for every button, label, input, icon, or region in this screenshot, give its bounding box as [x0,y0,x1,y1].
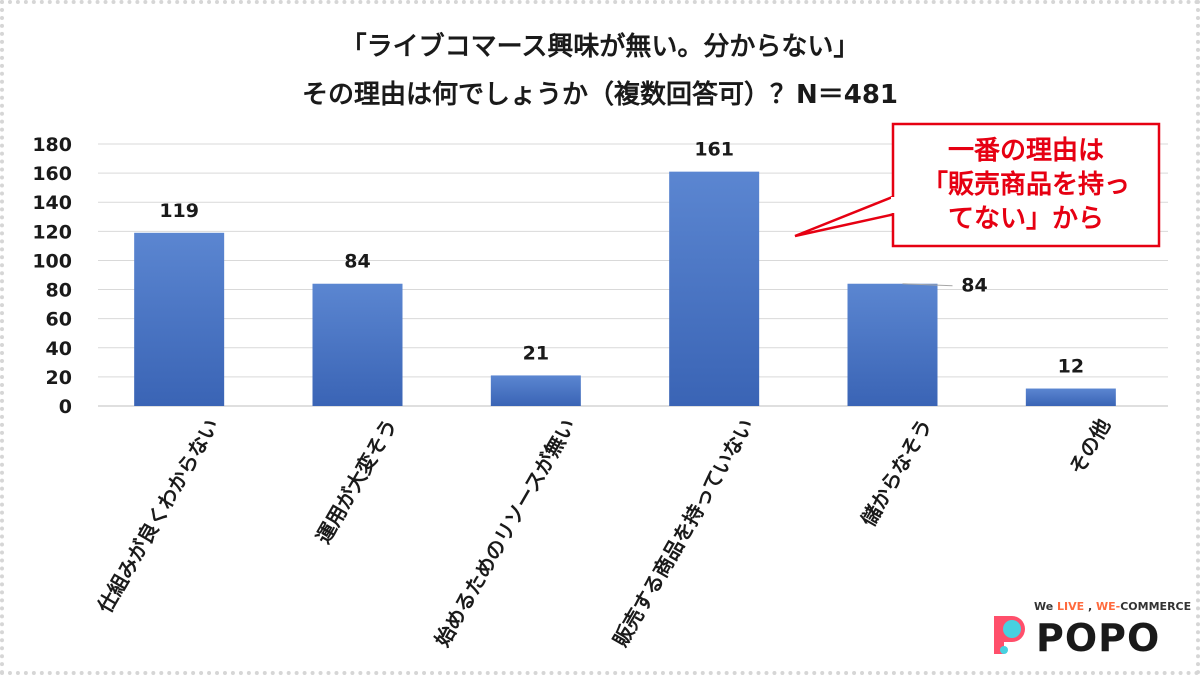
bar [312,283,403,406]
y-tick-label: 0 [59,396,72,418]
y-axis-ticks: 0 20 40 60 80 100 120 140 160 180 [32,134,72,418]
tagline-mid: , [1084,600,1097,613]
tagline-live: LIVE [1057,600,1085,613]
bar [847,283,938,406]
bar [1025,388,1116,406]
data-label: 84 [961,275,987,297]
bar [669,171,760,406]
y-tick-label: 80 [46,280,72,302]
data-label: 84 [344,251,370,273]
gridlines [98,143,1168,407]
category-label: 販売する商品を持っていない [608,415,758,651]
data-label: 21 [523,342,549,364]
category-label: 始めるためのリソースが無い [430,415,580,651]
data-label: 161 [694,139,734,161]
brand-tagline: We LIVE , WE-COMMERCE [1034,600,1191,613]
y-tick-label: 180 [32,134,72,156]
category-label: 運用が大変そう [311,415,402,548]
category-label: その他 [1064,415,1115,479]
y-tick-label: 100 [32,250,72,272]
popo-logo-icon [994,616,1025,654]
callout-line1: 一番の理由は [948,136,1104,166]
brand-name: POPO [1036,616,1161,660]
bar [134,232,225,406]
y-tick-label: 160 [32,163,72,185]
tagline-we: WE- [1096,600,1121,613]
callout-line2: 「販売商品を持っ [922,169,1130,200]
data-labels: 119 84 21 161 84 12 [159,139,1084,378]
tagline-commerce: COMMERCE [1120,600,1192,613]
y-tick-label: 20 [46,367,72,389]
category-label: 仕組みが良くわからない [92,415,223,618]
y-tick-label: 60 [46,309,72,331]
y-tick-label: 140 [32,192,72,214]
callout: 一番の理由は 「販売商品を持っ てない」から [794,122,1161,248]
chart-title-line1: 「ライブコマース興味が無い。分からない」 [340,32,860,62]
y-tick-label: 40 [46,338,72,360]
brand-logo: We LIVE , WE-COMMERCE POPO [990,600,1191,666]
chart-title-line2: その理由は何でしょうか（複数回答可）？N＝481 [301,80,899,110]
bars [134,171,1116,406]
callout-line3: てない」から [948,204,1104,234]
category-labels: 仕組みが良くわからない 運用が大変そう 始めるためのリソースが無い 販売する商品を持っ… [92,415,1115,651]
callout-box [891,122,1161,248]
y-tick-label: 120 [32,221,72,243]
data-label: 119 [159,200,199,222]
data-label-leader [902,283,953,287]
category-label: 儲からなそう [856,415,937,531]
tagline-prefix: We [1034,600,1058,613]
bar [490,375,581,406]
data-label: 12 [1058,356,1084,378]
